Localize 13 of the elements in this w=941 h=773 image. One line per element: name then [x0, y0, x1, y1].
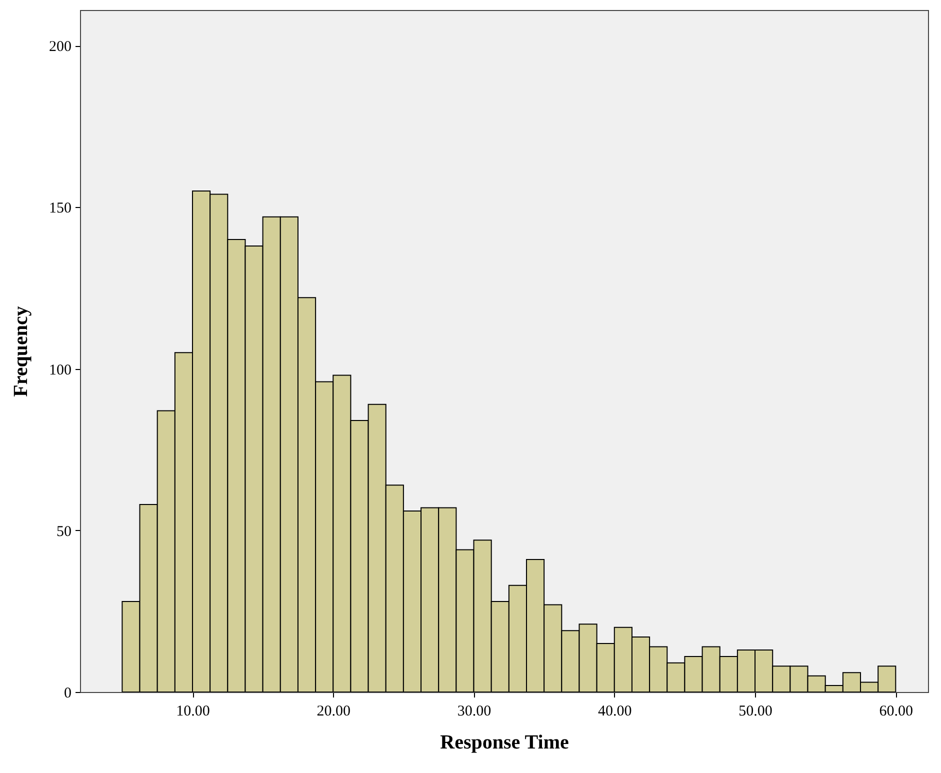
- y-tick-label: 150: [49, 200, 72, 217]
- x-tick-label: 10.00: [176, 704, 210, 720]
- x-axis-title: Response Time: [440, 732, 569, 754]
- y-tick-label: 100: [49, 362, 72, 378]
- x-tick-label: 40.00: [598, 704, 632, 720]
- x-tick-label: 60.00: [879, 704, 914, 720]
- y-tick-label: 200: [49, 39, 72, 56]
- x-tick-label: 30.00: [457, 704, 492, 720]
- x-tick-label: 20.00: [316, 704, 351, 720]
- x-tick-label: 50.00: [738, 704, 772, 720]
- y-axis-title: Frequency: [10, 306, 32, 397]
- y-tick-label: 0: [64, 686, 72, 702]
- y-tick-label: 50: [56, 524, 72, 540]
